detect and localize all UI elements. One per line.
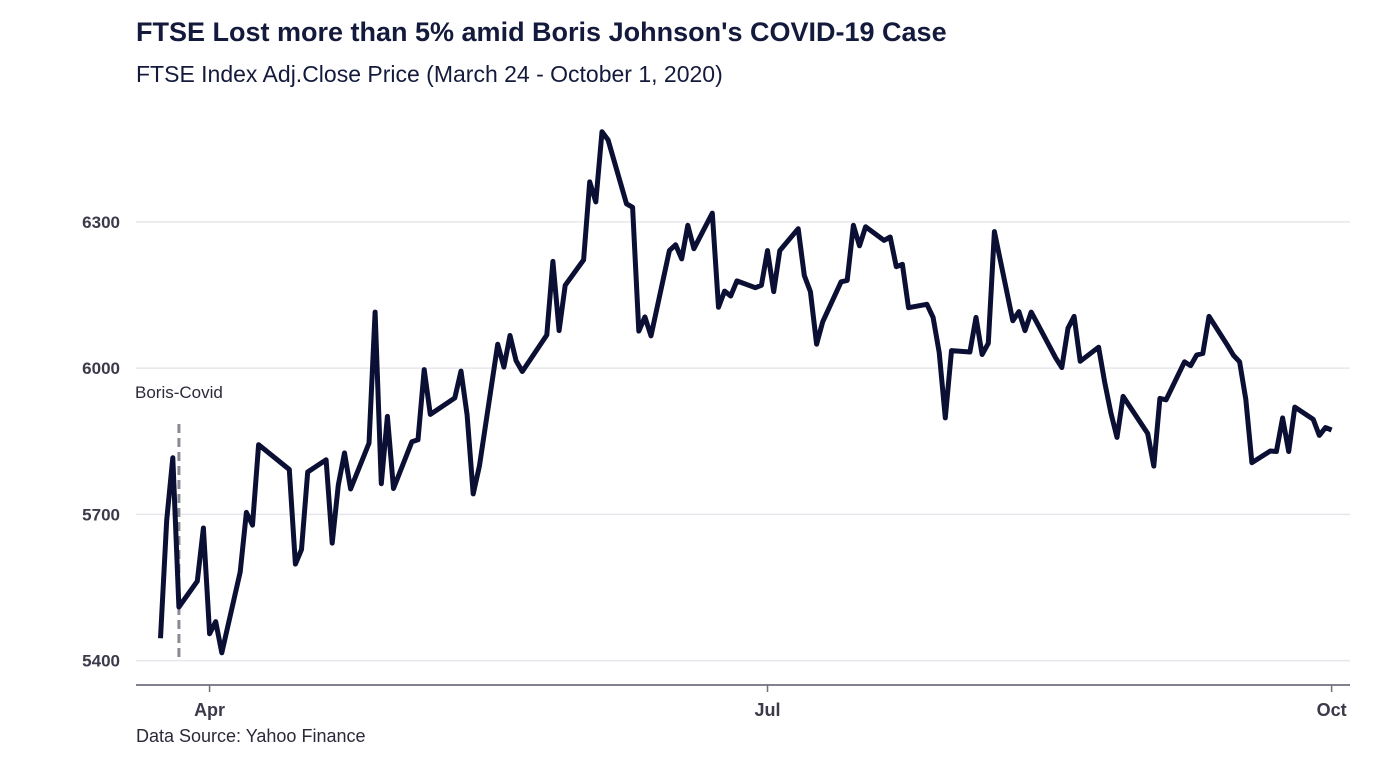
y-tick-label: 5700 (82, 505, 120, 524)
gridlines (136, 221, 1350, 662)
y-tick-label: 6000 (82, 359, 120, 378)
chart-subtitle: FTSE Index Adj.Close Price (March 24 - O… (136, 61, 723, 87)
y-axis-tick-labels: 5400 5700 6000 6300 (82, 213, 120, 671)
ftse-adj-close-line (158, 129, 1333, 656)
annotation-group: Boris-Covid (135, 383, 223, 660)
series-group (158, 129, 1333, 656)
x-tick-label: Jul (755, 700, 781, 720)
x-tick-label: Apr (194, 700, 225, 720)
y-tick-label: 5400 (82, 652, 120, 671)
chart-title: FTSE Lost more than 5% amid Boris Johnso… (136, 17, 947, 47)
x-tick-label: Oct (1317, 700, 1347, 720)
y-tick-label: 6300 (82, 213, 120, 232)
x-axis-ticks: Apr Jul Oct (194, 685, 1347, 720)
data-source-caption: Data Source: Yahoo Finance (136, 726, 365, 746)
boris-covid-annotation-label: Boris-Covid (135, 383, 223, 402)
